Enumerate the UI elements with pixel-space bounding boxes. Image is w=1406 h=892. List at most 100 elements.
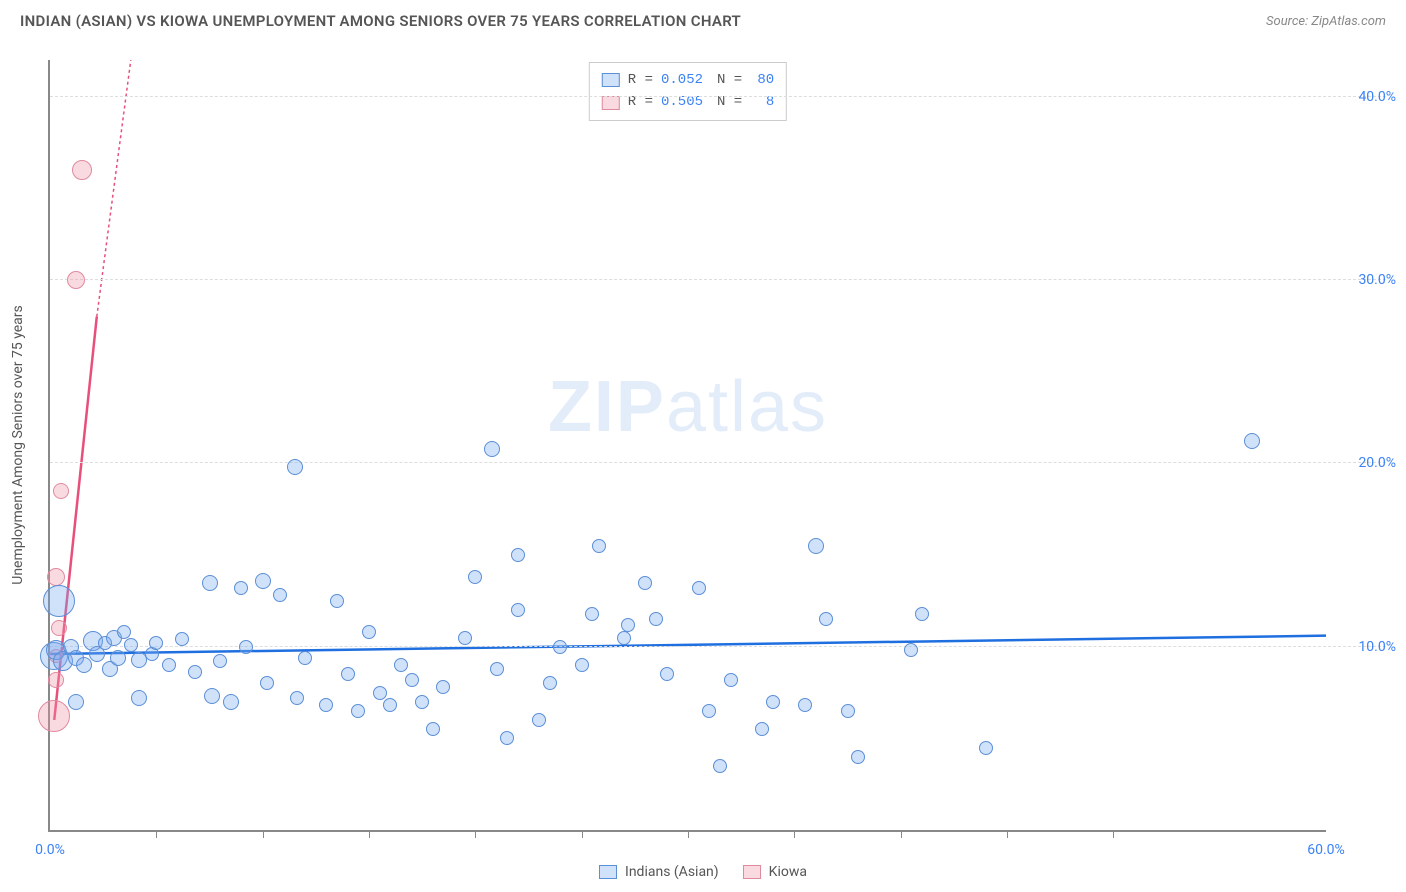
point-indian	[511, 603, 525, 617]
xtick	[475, 830, 476, 838]
point-indian	[638, 576, 652, 590]
point-indian	[383, 698, 397, 712]
point-indian	[713, 759, 727, 773]
point-indian	[110, 650, 126, 666]
correlation-legend: R = 0.052N = 80R = 0.505N = 8	[589, 62, 787, 121]
point-indian	[204, 688, 220, 704]
point-kiowa	[51, 620, 67, 636]
point-indian	[851, 750, 865, 764]
source-label: Source: ZipAtlas.com	[1266, 14, 1386, 29]
xtick	[794, 830, 795, 838]
point-indian	[394, 658, 408, 672]
xtick	[688, 830, 689, 838]
point-indian	[553, 640, 567, 654]
point-indian	[175, 632, 189, 646]
legend-row: R = 0.052N = 80	[602, 69, 774, 91]
point-indian	[260, 676, 274, 690]
point-indian	[273, 588, 287, 602]
chart-title: INDIAN (ASIAN) VS KIOWA UNEMPLOYMENT AMO…	[20, 12, 741, 30]
point-kiowa	[47, 568, 65, 586]
xtick	[369, 830, 370, 838]
point-indian	[234, 581, 248, 595]
point-indian	[426, 722, 440, 736]
point-indian	[484, 441, 500, 457]
xtick	[901, 830, 902, 838]
point-indian	[223, 694, 239, 710]
legend-swatch	[599, 865, 617, 879]
ytick-label: 10.0%	[1358, 639, 1396, 655]
point-indian	[532, 713, 546, 727]
point-kiowa	[53, 483, 69, 499]
xtick-label: 60.0%	[1307, 842, 1345, 858]
point-indian	[68, 694, 84, 710]
point-indian	[362, 625, 376, 639]
point-indian	[124, 638, 138, 652]
point-indian	[202, 575, 218, 591]
series-legend-label: Indians (Asian)	[625, 864, 719, 880]
point-indian	[511, 548, 525, 562]
point-indian	[841, 704, 855, 718]
point-indian	[149, 636, 163, 650]
point-indian	[373, 686, 387, 700]
xtick	[1113, 830, 1114, 838]
xtick-label: 0.0%	[35, 842, 65, 858]
xtick	[156, 830, 157, 838]
point-indian	[405, 673, 419, 687]
point-indian	[131, 690, 147, 706]
point-indian	[341, 667, 355, 681]
watermark-bold: ZIP	[548, 367, 666, 447]
point-indian	[287, 459, 303, 475]
point-indian	[755, 722, 769, 736]
point-indian	[319, 698, 333, 712]
ytick-label: 40.0%	[1358, 89, 1396, 105]
point-indian	[979, 741, 993, 755]
legend-swatch	[602, 73, 620, 87]
point-indian	[617, 631, 631, 645]
point-indian	[649, 612, 663, 626]
legend-n-label: N =	[717, 69, 742, 91]
series-legend-label: Kiowa	[769, 864, 807, 880]
point-kiowa	[48, 672, 64, 688]
point-indian	[468, 570, 482, 584]
point-indian	[76, 657, 92, 673]
point-indian	[819, 612, 833, 626]
point-indian	[660, 667, 674, 681]
watermark: ZIPatlas	[548, 366, 828, 448]
xtick	[263, 830, 264, 838]
point-indian	[724, 673, 738, 687]
ytick-label: 20.0%	[1358, 455, 1396, 471]
point-indian	[415, 695, 429, 709]
legend-n-value: 80	[750, 69, 774, 91]
xtick	[582, 830, 583, 838]
series-legend-item: Indians (Asian)	[599, 864, 719, 880]
point-indian	[490, 662, 504, 676]
point-indian	[351, 704, 365, 718]
gridline-h	[50, 279, 1386, 280]
point-indian	[592, 539, 606, 553]
point-indian	[621, 618, 635, 632]
point-indian	[188, 665, 202, 679]
gridline-h	[50, 96, 1386, 97]
chart-container: ZIPatlas Unemployment Among Seniors over…	[48, 60, 1326, 832]
watermark-rest: atlas	[666, 367, 828, 447]
point-indian	[904, 643, 918, 657]
legend-swatch	[602, 96, 620, 110]
point-indian	[458, 631, 472, 645]
point-indian	[543, 676, 557, 690]
legend-r-value: 0.052	[661, 69, 709, 91]
point-indian	[162, 658, 176, 672]
point-indian	[766, 695, 780, 709]
point-kiowa	[38, 700, 70, 732]
point-kiowa	[67, 271, 85, 289]
point-indian	[1244, 433, 1260, 449]
xtick	[1007, 830, 1008, 838]
series-legend-item: Kiowa	[743, 864, 807, 880]
point-indian	[798, 698, 812, 712]
plot-area: ZIPatlas Unemployment Among Seniors over…	[48, 60, 1326, 832]
point-indian	[43, 585, 75, 617]
point-indian	[575, 658, 589, 672]
point-indian	[255, 573, 271, 589]
point-indian	[330, 594, 344, 608]
point-indian	[500, 731, 514, 745]
point-indian	[692, 581, 706, 595]
